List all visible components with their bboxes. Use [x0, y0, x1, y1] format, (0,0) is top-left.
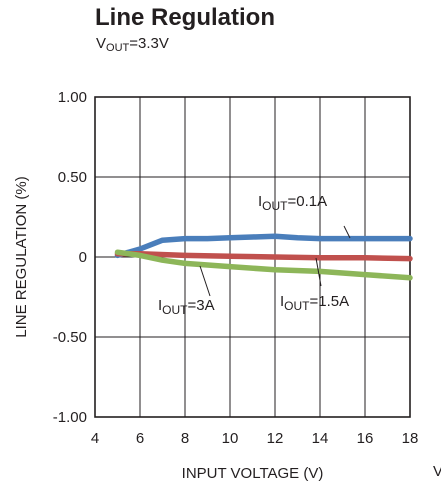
series-line-IOUT=3A	[114, 249, 413, 281]
annotation-leader	[315, 257, 322, 287]
y-tick-label: 0.50	[58, 169, 87, 186]
annotation-leader	[199, 265, 211, 297]
series-annotations: IOUT=0.1A IOUT=3A IOUT=1.5A	[158, 193, 351, 317]
chart-title: Line Regulation	[95, 4, 275, 31]
x-tick-label: 16	[357, 430, 374, 447]
y-tick-label: -0.50	[53, 329, 87, 346]
subtitle-main: V	[96, 35, 107, 52]
y-tick-label: -1.00	[53, 409, 87, 426]
x-tick-label: 10	[222, 430, 239, 447]
series-annotation: IOUT=3A	[158, 297, 215, 317]
y-tick-label: 1.00	[58, 89, 87, 106]
annotation-leader	[343, 225, 351, 239]
x-tick-label: 4	[91, 430, 99, 447]
series-layer	[114, 233, 413, 281]
subtitle-sub: OUT	[106, 42, 130, 54]
series-line-IOUT=0.1A	[114, 233, 413, 259]
series-line-IOUT=1.5A	[114, 251, 413, 262]
x-tick-label: 18	[402, 430, 419, 447]
x-tick-label: 14	[312, 430, 329, 447]
y-axis-label: LINE REGULATION (%)	[13, 176, 30, 337]
edge-fragment-text: V	[433, 463, 441, 480]
x-tick-label: 8	[181, 430, 189, 447]
tick-labels: 4 6 8 10 12 14 16 18 1.00 0.50 0 -0.50 -1.00	[53, 89, 419, 447]
x-tick-label: 6	[136, 430, 144, 447]
x-axis-label: INPUT VOLTAGE (V)	[182, 465, 324, 482]
y-tick-label: 0	[79, 249, 87, 266]
x-tick-label: 12	[267, 430, 284, 447]
series-annotation: IOUT=0.1A	[258, 193, 327, 213]
series-annotation: IOUT=1.5A	[280, 293, 349, 313]
chart-subtitle: VOUT=3.3V	[96, 35, 169, 54]
subtitle-rest: =3.3V	[129, 35, 169, 52]
